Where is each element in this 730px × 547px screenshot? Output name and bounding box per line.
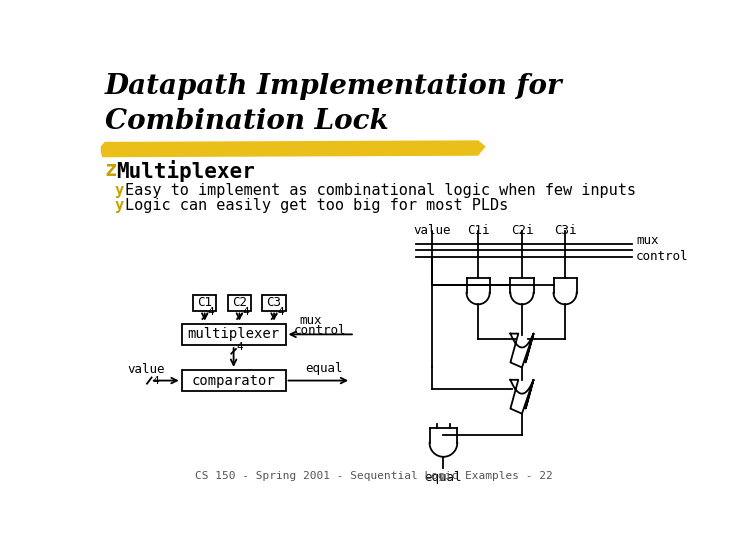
Text: equal: equal bbox=[425, 470, 462, 484]
Text: C1: C1 bbox=[197, 296, 212, 309]
Bar bbox=[228, 295, 251, 311]
Text: Combination Lock: Combination Lock bbox=[104, 108, 388, 135]
Text: Easy to implement as combinational logic when few inputs: Easy to implement as combinational logic… bbox=[126, 183, 637, 197]
Polygon shape bbox=[429, 428, 457, 457]
Polygon shape bbox=[510, 334, 534, 368]
Text: control: control bbox=[293, 324, 346, 337]
Text: 4: 4 bbox=[237, 342, 243, 352]
Text: multiplexer: multiplexer bbox=[188, 327, 280, 341]
Polygon shape bbox=[101, 141, 485, 158]
Text: C3i: C3i bbox=[554, 224, 576, 237]
Text: mux: mux bbox=[299, 313, 322, 327]
Bar bbox=[193, 295, 216, 311]
Text: 4: 4 bbox=[153, 376, 159, 386]
Text: C2: C2 bbox=[232, 296, 247, 309]
Text: CS 150 - Spring 2001 - Sequential Logic Examples - 22: CS 150 - Spring 2001 - Sequential Logic … bbox=[195, 472, 553, 481]
Polygon shape bbox=[553, 278, 577, 304]
Bar bbox=[182, 324, 285, 345]
Text: value: value bbox=[128, 363, 165, 376]
Text: C2i: C2i bbox=[511, 224, 533, 237]
Text: y: y bbox=[115, 183, 124, 197]
Text: 4: 4 bbox=[242, 307, 249, 317]
Text: Multiplexer: Multiplexer bbox=[116, 160, 255, 182]
Text: mux
control: mux control bbox=[636, 235, 688, 264]
Text: 4: 4 bbox=[277, 307, 284, 317]
Text: z: z bbox=[104, 160, 118, 181]
Bar bbox=[182, 370, 285, 391]
Text: C1i: C1i bbox=[466, 224, 489, 237]
Text: comparator: comparator bbox=[192, 374, 275, 388]
Polygon shape bbox=[510, 380, 534, 414]
Text: Datapath Implementation for: Datapath Implementation for bbox=[104, 73, 562, 100]
Polygon shape bbox=[510, 278, 534, 304]
Bar bbox=[263, 295, 285, 311]
Text: value: value bbox=[413, 224, 450, 237]
Text: C3: C3 bbox=[266, 296, 282, 309]
Text: Logic can easily get too big for most PLDs: Logic can easily get too big for most PL… bbox=[126, 198, 509, 213]
Polygon shape bbox=[466, 278, 490, 304]
Text: y: y bbox=[115, 198, 124, 213]
Text: 4: 4 bbox=[208, 307, 215, 317]
Text: equal: equal bbox=[305, 362, 342, 375]
